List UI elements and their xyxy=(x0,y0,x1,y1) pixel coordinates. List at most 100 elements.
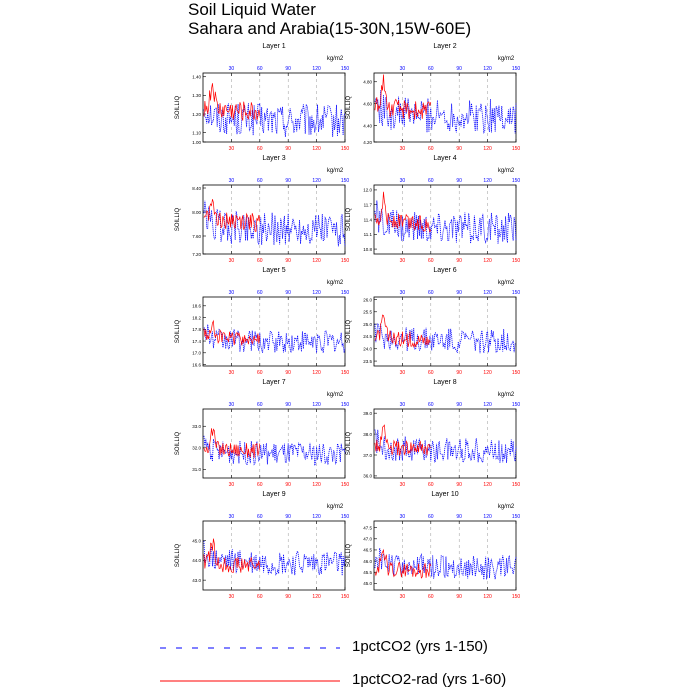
x-tick-label-bottom: 60 xyxy=(428,370,434,376)
x-tick-label-top: 60 xyxy=(428,178,434,184)
x-tick-label-top: 30 xyxy=(400,178,406,184)
x-tick-label-bottom: 60 xyxy=(257,370,263,376)
x-tick-label-bottom: 60 xyxy=(257,594,263,600)
y-axis-label: SOILLIQ xyxy=(346,431,352,455)
x-tick-label-bottom: 60 xyxy=(428,482,434,488)
y-tick-label: 17.0 xyxy=(192,351,201,356)
y-tick-label: 37.0 xyxy=(363,453,372,458)
x-tick-label-bottom: 120 xyxy=(312,146,321,152)
x-tick-label-bottom: 150 xyxy=(512,146,521,152)
panel-title: Layer 5 xyxy=(262,267,285,274)
x-tick-label-top: 120 xyxy=(312,402,321,408)
x-tick-label-top: 120 xyxy=(483,66,492,72)
x-tick-label-bottom: 120 xyxy=(312,258,321,264)
y-tick-label: 46.5 xyxy=(363,548,372,553)
y-axis-label: SOILLIQ xyxy=(175,95,181,119)
panel-title: Layer 3 xyxy=(262,155,285,162)
x-tick-label-top: 90 xyxy=(285,290,291,296)
x-tick-label-top: 90 xyxy=(285,66,291,72)
x-tick-label-bottom: 90 xyxy=(285,482,291,488)
y-tick-label: 8.00 xyxy=(192,210,201,215)
y-tick-label: 43.0 xyxy=(192,578,201,583)
x-tick-label-bottom: 30 xyxy=(400,370,406,376)
x-tick-label-top: 60 xyxy=(257,290,263,296)
y-tick-label: 1.10 xyxy=(192,130,201,135)
x-tick-label-top: 60 xyxy=(428,514,434,520)
y-tick-label: 38.0 xyxy=(363,432,372,437)
panel-unit: kg/m2 xyxy=(498,56,515,62)
x-tick-label-bottom: 30 xyxy=(400,594,406,600)
x-tick-label-bottom: 30 xyxy=(229,258,235,264)
y-tick-label: 4.40 xyxy=(363,123,372,128)
panel-10: Layer 10 kg/m2 30 30 60 60 90 90 120 120 150 150 45.… xyxy=(346,491,520,600)
x-tick-label-top: 30 xyxy=(400,66,406,72)
y-axis-label: SOILLIQ xyxy=(175,319,181,343)
x-tick-label-top: 90 xyxy=(456,514,462,520)
x-tick-label-top: 150 xyxy=(512,402,521,408)
x-tick-label-bottom: 90 xyxy=(456,258,462,264)
y-tick-label: 24.5 xyxy=(363,334,372,339)
y-axis-label: SOILLIQ xyxy=(346,319,352,343)
panel-title: Layer 10 xyxy=(431,491,458,498)
y-tick-label: 18.6 xyxy=(192,304,201,309)
x-tick-label-top: 90 xyxy=(285,514,291,520)
x-tick-label-top: 90 xyxy=(456,66,462,72)
x-tick-label-top: 120 xyxy=(312,66,321,72)
panel-frame xyxy=(202,408,346,479)
panel-unit: kg/m2 xyxy=(327,504,344,510)
y-tick-label: 1.00 xyxy=(192,140,201,145)
panel-frame xyxy=(373,72,517,143)
series-1pctCO2-rad xyxy=(203,199,261,232)
panel-1: Layer 1 kg/m2 30 30 60 60 90 90 120 120 150 150 1.00… xyxy=(175,43,349,152)
x-tick-label-top: 150 xyxy=(512,66,521,72)
x-tick-label-bottom: 150 xyxy=(341,482,350,488)
x-tick-label-bottom: 150 xyxy=(341,594,350,600)
panel-8: Layer 8 kg/m2 30 30 60 60 90 90 120 120 150 150 36.0… xyxy=(346,379,520,488)
y-axis-label: SOILLIQ xyxy=(175,431,181,455)
series-1pctCO2 xyxy=(374,323,517,354)
y-tick-label: 36.0 xyxy=(363,474,372,479)
panel-7: Layer 7 kg/m2 30 30 60 60 90 90 120 120 150 150 31.0… xyxy=(175,379,349,488)
series-1pctCO2-rad xyxy=(374,424,432,456)
panel-4: Layer 4 kg/m2 30 30 60 60 90 90 120 120 150 150 10.8… xyxy=(346,155,520,264)
x-tick-label-top: 150 xyxy=(341,66,350,72)
x-tick-label-bottom: 60 xyxy=(428,594,434,600)
series-1pctCO2-rad xyxy=(203,83,261,121)
x-tick-label-top: 150 xyxy=(512,290,521,296)
x-tick-label-top: 30 xyxy=(229,66,235,72)
y-tick-label: 17.4 xyxy=(192,339,201,344)
x-tick-label-top: 90 xyxy=(456,290,462,296)
x-tick-label-top: 60 xyxy=(257,66,263,72)
x-tick-label-top: 30 xyxy=(400,402,406,408)
y-tick-label: 46.0 xyxy=(363,559,372,564)
panel-frame xyxy=(373,520,517,591)
x-tick-label-bottom: 120 xyxy=(483,594,492,600)
series-1pctCO2 xyxy=(203,435,346,466)
legend-label-1pctCO2-rad: 1pctCO2-rad (yrs 1-60) xyxy=(352,671,507,688)
x-tick-label-bottom: 60 xyxy=(428,146,434,152)
y-axis-label: SOILLIQ xyxy=(175,207,181,231)
series-1pctCO2 xyxy=(374,548,517,580)
y-tick-label: 8.40 xyxy=(192,186,201,191)
x-tick-label-bottom: 60 xyxy=(257,258,263,264)
x-tick-label-top: 30 xyxy=(400,514,406,520)
x-tick-label-top: 120 xyxy=(312,514,321,520)
y-tick-label: 45.0 xyxy=(363,581,372,586)
panel-unit: kg/m2 xyxy=(498,280,515,286)
panel-frame xyxy=(373,296,517,367)
y-axis-label: SOILLIQ xyxy=(346,543,352,567)
x-tick-label-top: 90 xyxy=(285,178,291,184)
x-tick-label-bottom: 90 xyxy=(456,370,462,376)
x-tick-label-bottom: 150 xyxy=(341,258,350,264)
y-tick-label: 10.8 xyxy=(363,247,372,252)
x-tick-label-bottom: 120 xyxy=(483,482,492,488)
x-tick-label-bottom: 150 xyxy=(512,482,521,488)
series-1pctCO2-rad xyxy=(374,548,432,579)
y-tick-label: 44.0 xyxy=(192,558,201,563)
x-tick-label-top: 90 xyxy=(456,402,462,408)
x-tick-label-bottom: 150 xyxy=(341,146,350,152)
panel-title: Layer 4 xyxy=(433,155,456,162)
y-tick-label: 26.0 xyxy=(363,297,372,302)
x-tick-label-top: 60 xyxy=(428,402,434,408)
